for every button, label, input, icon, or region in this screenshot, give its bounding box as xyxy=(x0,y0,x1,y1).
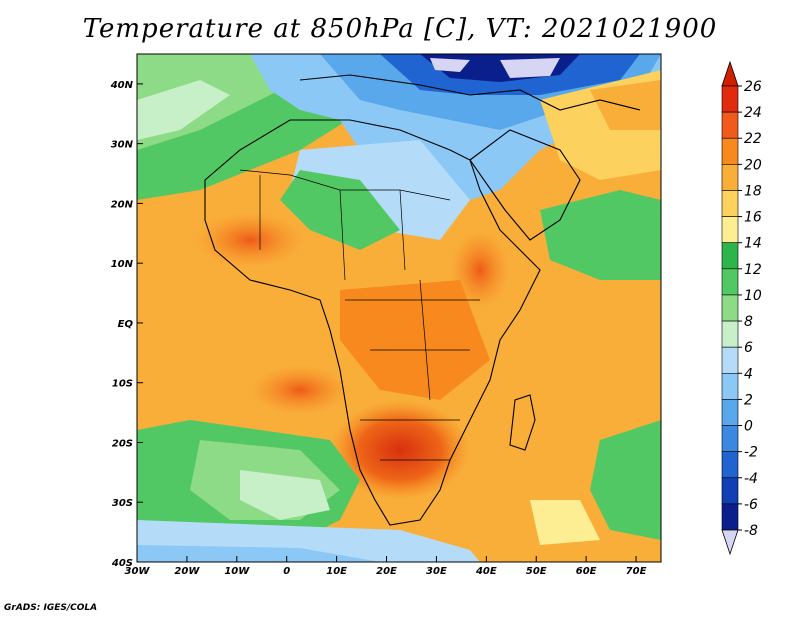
y-tick-label: 30S xyxy=(112,498,133,509)
y-axis: 40S 30S 20S 10S EQ 10N 20N 30N 40N xyxy=(110,80,143,569)
x-tick-label: 10W xyxy=(224,566,250,577)
colorbar-swatch xyxy=(721,294,739,322)
country-borders xyxy=(239,169,480,461)
x-tick-label: 30E xyxy=(426,566,447,577)
x-tick-label: 30W xyxy=(125,566,151,577)
colorbar-swatch xyxy=(721,399,739,426)
field-mideast-orange xyxy=(590,80,661,130)
field-e-africa-hot xyxy=(450,230,510,310)
colorbar-swatch xyxy=(721,242,739,270)
colorbar-swatch xyxy=(721,216,739,244)
colorbar-label: 0 xyxy=(744,419,753,435)
x-tick-label: 70E xyxy=(626,566,647,577)
colorbar-label: 2 xyxy=(744,392,753,408)
field-below-min-a xyxy=(430,58,470,72)
colorbar-swatch xyxy=(721,477,739,505)
y-tick-label: 20N xyxy=(111,199,134,210)
y-tick-label: 10S xyxy=(112,379,133,390)
colorbar-swatch xyxy=(721,451,739,479)
field-s-africa-hot xyxy=(330,400,470,500)
colorbar-label: 16 xyxy=(744,210,762,226)
y-tick-label: 10N xyxy=(111,259,134,270)
field-s-atlantic-pale xyxy=(240,470,330,520)
x-tick-label: 20E xyxy=(376,566,397,577)
x-tick-label: 20W xyxy=(174,566,200,577)
y-tick-label: 20S xyxy=(112,438,133,449)
colorbar-max-triangle xyxy=(721,60,739,87)
colorbar-swatch xyxy=(721,137,739,165)
colorbar-label: 6 xyxy=(744,340,753,356)
field-below-min-b xyxy=(500,58,560,78)
field-s-indian-green xyxy=(590,420,661,540)
x-tick-label: 60E xyxy=(576,566,597,577)
field-central-orange xyxy=(340,280,490,400)
colorbar-label: 20 xyxy=(744,157,762,173)
x-tick-label: 40E xyxy=(475,566,497,577)
colorbar-swatch xyxy=(721,372,739,400)
field-s-indian-yellow xyxy=(530,500,600,545)
colorbar-label: 12 xyxy=(744,262,762,278)
field-sahel-green xyxy=(280,170,400,250)
x-axis: 30W 20W 10W 0 10E 20E 30E 40E 50E 60E 70E xyxy=(125,556,647,577)
x-tick-label: 0 xyxy=(283,566,290,577)
field-arabian-green xyxy=(540,190,661,280)
field-w-africa-hot xyxy=(195,212,305,268)
field-atlantic-pale xyxy=(137,80,230,140)
colorbar-min-triangle xyxy=(721,529,739,556)
colorbar-swatch xyxy=(721,503,739,531)
colorbar-label: 22 xyxy=(744,131,762,147)
y-tick-label: 40S xyxy=(111,558,133,569)
x-tick-label: 10E xyxy=(326,566,347,577)
colorbar-swatch xyxy=(721,111,739,139)
field-south-mid xyxy=(137,545,380,562)
europe-coast xyxy=(299,74,641,111)
colorbar-swatch xyxy=(721,268,739,296)
colorbar-label: -2 xyxy=(744,445,758,461)
y-tick-label: 30N xyxy=(111,140,134,151)
colorbar-swatch xyxy=(721,346,739,374)
colorbar-label: -6 xyxy=(744,497,758,513)
colorbar-label: 8 xyxy=(744,314,753,330)
colorbar-label: 24 xyxy=(744,105,762,121)
colorbar-label: 4 xyxy=(744,366,753,382)
temperature-field xyxy=(137,54,661,562)
field-angola-basin-hot xyxy=(250,365,350,415)
colorbar-label: 26 xyxy=(744,79,762,95)
credit-text: GrADS: IGES/COLA xyxy=(4,603,98,613)
colorbar-swatch xyxy=(721,320,739,348)
arabia-outline xyxy=(469,129,581,241)
colorbar-swatch xyxy=(721,425,739,452)
y-tick-label: EQ xyxy=(118,319,134,330)
colorbar-label: 14 xyxy=(744,236,762,252)
map-frame xyxy=(136,53,662,563)
colorbar-swatch xyxy=(721,85,739,113)
x-tick-label: 50E xyxy=(526,566,547,577)
madagascar-outline xyxy=(509,394,536,451)
colorbar-label: -4 xyxy=(744,471,758,487)
colorbar-swatch xyxy=(721,190,739,217)
colorbar-label: 18 xyxy=(744,183,762,199)
colorbar-swatch xyxy=(721,164,739,191)
map-title: Temperature at 850hPa [C], VT: 202102190… xyxy=(82,14,718,44)
y-tick-label: 40N xyxy=(110,80,134,91)
colorbar-label: 10 xyxy=(744,288,762,304)
colorbar-label: -8 xyxy=(744,523,758,539)
